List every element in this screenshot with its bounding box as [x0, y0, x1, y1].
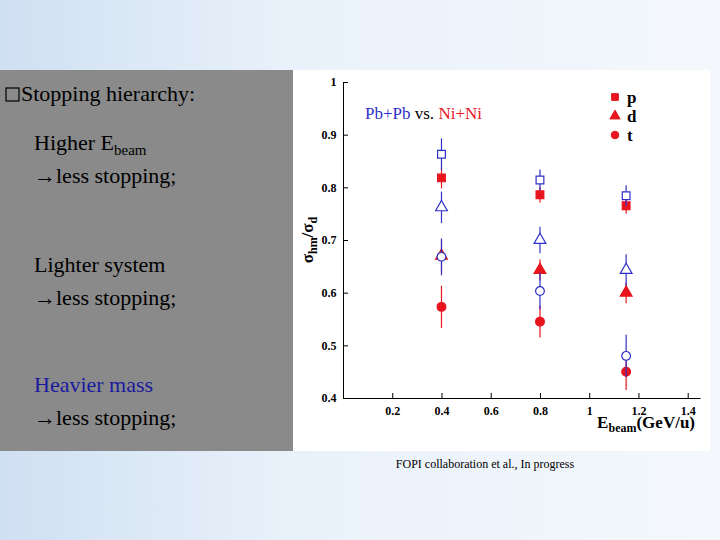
- series: [436, 240, 632, 303]
- axis-line: [344, 398, 701, 399]
- tick-mark: [343, 398, 348, 399]
- y-axis: 0.4 0.5 0.6 0.7 0.8 0.9 1: [321, 75, 348, 405]
- subscript: beam: [114, 142, 147, 158]
- tick: 0.2: [385, 393, 400, 418]
- bullet: [6, 88, 19, 101]
- tick-mark: [343, 135, 348, 136]
- tick-mark: [540, 393, 541, 398]
- point-effect: →less stopping;: [34, 285, 176, 310]
- point: [534, 263, 546, 273]
- tick-label: 0.7: [321, 233, 336, 247]
- slide: Stopping hierarchy:Higher Ebeam→less sto…: [0, 0, 720, 540]
- title: Pb+Pb vs. Ni+Ni: [365, 104, 482, 123]
- tick: 0.9: [321, 128, 348, 142]
- point: [620, 263, 632, 273]
- tick: 1: [587, 393, 593, 418]
- tick: 0.8: [321, 181, 348, 195]
- text-panel: [0, 70, 293, 451]
- tick-label: 0.8: [533, 404, 548, 418]
- chart-panel: [293, 70, 710, 451]
- tick-mark: [343, 82, 348, 83]
- x-axis-label: Ebeam(GeV/u): [597, 413, 695, 435]
- subscript: d: [306, 216, 320, 223]
- series: [438, 167, 630, 213]
- tick-mark: [392, 393, 393, 398]
- point: [437, 303, 446, 312]
- tick-mark: [589, 393, 590, 398]
- heading-text: Stopping hierarchy:: [21, 81, 195, 106]
- label-part: E: [597, 413, 608, 432]
- point-label: Heavier mass: [34, 372, 153, 397]
- point-label: Lighter system: [34, 252, 165, 277]
- tick-label: 0.4: [434, 404, 449, 418]
- tick-mark: [688, 393, 689, 398]
- label-part: (GeV/u): [636, 413, 695, 432]
- tick-label: 0.6: [484, 404, 499, 418]
- tick: 0.4: [321, 391, 348, 405]
- point-effect: →less stopping;: [34, 163, 176, 188]
- tick-mark: [343, 293, 348, 294]
- legend-label: t: [627, 126, 633, 145]
- series: [437, 286, 630, 390]
- tick-mark: [638, 393, 639, 398]
- point: [622, 192, 630, 200]
- tick-label: 0.5: [321, 339, 336, 353]
- subscript: beam: [608, 421, 636, 435]
- tick-label: 0.6: [321, 286, 336, 300]
- tick: 0.6: [321, 286, 348, 300]
- label-part: Lighter system: [34, 252, 165, 277]
- tick: 0.4: [434, 393, 449, 418]
- y-axis-label: σhm/σd: [298, 216, 320, 263]
- legend-label: p: [627, 88, 636, 107]
- title-part: vs.: [411, 104, 435, 123]
- label-part: Higher E: [34, 130, 114, 155]
- point: [620, 286, 632, 296]
- legend-marker: [611, 131, 619, 139]
- tick: 0.6: [484, 393, 499, 418]
- legend: pdt: [610, 88, 637, 145]
- point: [534, 233, 546, 243]
- tick-mark: [491, 393, 492, 398]
- tick-mark: [441, 393, 442, 398]
- point-effect: →less stopping;: [34, 405, 176, 430]
- subscript: hm: [306, 237, 320, 254]
- legend-marker: [610, 110, 620, 119]
- legend-marker: [612, 94, 619, 101]
- point: [622, 351, 631, 360]
- point: [436, 201, 448, 211]
- tick: 0.8: [533, 393, 548, 418]
- point: [438, 150, 446, 158]
- point: [437, 252, 446, 261]
- heading: Stopping hierarchy:: [6, 81, 195, 106]
- tick-label: 1: [587, 404, 593, 418]
- title-part: Pb+Pb: [365, 104, 411, 123]
- tick-label: 0.4: [321, 391, 336, 405]
- tick-mark: [343, 345, 348, 346]
- label-part: /σ: [298, 223, 317, 239]
- plot-area: [436, 138, 632, 390]
- legend-label: d: [627, 107, 637, 126]
- label-part: Heavier mass: [34, 372, 153, 397]
- point: [536, 287, 545, 296]
- tick: 1: [330, 75, 348, 89]
- tick-label: 0.8: [321, 181, 336, 195]
- tick: 0.7: [321, 233, 348, 247]
- point: [536, 317, 545, 326]
- tick-label: 1: [330, 75, 336, 89]
- point: [536, 191, 544, 199]
- series: [436, 192, 632, 286]
- series: [438, 138, 630, 206]
- series: [437, 238, 630, 377]
- tick-mark: [343, 240, 348, 241]
- point: [438, 174, 446, 182]
- caption: FOPI collaboration et al., In progress: [396, 457, 575, 471]
- tick-label: 0.2: [385, 404, 400, 418]
- title-part: Ni+Ni: [434, 104, 482, 123]
- tick: 0.5: [321, 339, 348, 353]
- point-label: Higher Ebeam: [34, 130, 147, 158]
- point: [536, 176, 544, 184]
- tick-mark: [343, 187, 348, 188]
- tick-label: 0.9: [321, 128, 336, 142]
